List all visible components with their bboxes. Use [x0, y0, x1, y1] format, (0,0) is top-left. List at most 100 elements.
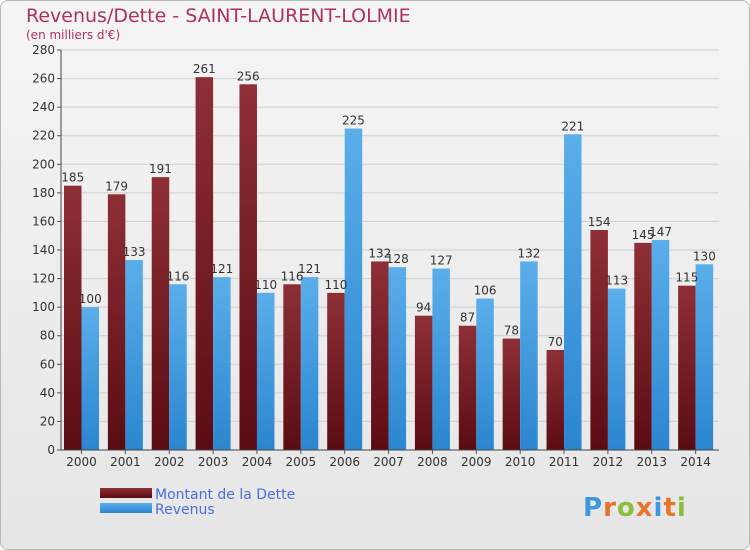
data-label-dette-2010: 78 [504, 324, 519, 338]
data-label-dette-2012: 154 [588, 215, 611, 229]
bar-dette-2005 [283, 284, 301, 450]
data-labels: 1851001791331911162611212561101161211102… [61, 62, 716, 349]
data-label-dette-2004: 256 [237, 69, 260, 83]
y-tick-label: 20 [40, 414, 55, 428]
y-tick-label: 240 [32, 100, 55, 114]
x-tick-label-2000: 2000 [66, 455, 97, 469]
bar-revenus-2005 [300, 277, 319, 450]
bar-dette-2004 [239, 84, 257, 451]
legend-label-debt: Montant de la Dette [155, 487, 295, 503]
y-tick-label: 60 [40, 357, 55, 371]
data-label-revenus-2012: 113 [605, 274, 628, 288]
legend: Montant de la Dette Revenus [100, 487, 295, 518]
y-tick-label: 0 [47, 443, 55, 457]
y-tick-label: 80 [40, 329, 55, 343]
x-tick-label-2012: 2012 [593, 455, 624, 469]
bar-revenus-2013 [651, 240, 670, 450]
x-tick-label-2009: 2009 [461, 455, 492, 469]
bar-revenus-2009 [476, 298, 494, 450]
x-tick-label-2004: 2004 [242, 455, 273, 469]
bar-revenus-2011 [564, 134, 582, 451]
y-tick-label: 220 [32, 129, 55, 143]
data-label-dette-2008: 94 [416, 301, 431, 315]
bar-dette-2001 [107, 194, 126, 450]
x-tick-label-2014: 2014 [680, 455, 711, 469]
axes [60, 50, 719, 451]
data-label-dette-2013: 145 [632, 228, 655, 242]
data-label-revenus-2006: 225 [342, 114, 365, 128]
bar-revenus-2003 [213, 277, 231, 450]
data-label-revenus-2010: 132 [517, 246, 540, 260]
bar-revenus-2014 [695, 264, 714, 450]
bar-dette-2008 [414, 315, 433, 450]
bars [64, 77, 714, 451]
data-label-revenus-2009: 106 [474, 284, 497, 298]
x-tick-label-2003: 2003 [198, 455, 229, 469]
data-label-dette-2002: 191 [149, 162, 172, 176]
bar-dette-2013 [634, 242, 652, 450]
x-tick-label-2007: 2007 [373, 455, 404, 469]
bar-revenus-2008 [432, 268, 450, 450]
data-label-dette-2000: 185 [61, 171, 84, 185]
data-label-revenus-2000: 100 [79, 292, 102, 306]
x-tick-label-2002: 2002 [154, 455, 185, 469]
y-tick-label: 160 [32, 214, 55, 228]
y-tick-label: 120 [32, 272, 55, 286]
data-label-dette-2001: 179 [105, 179, 128, 193]
x-axis-ticks: 2000 2001 2002 2003 2004 2005 2006 2007 2008 2009… [66, 450, 711, 469]
bar-dette-2009 [458, 325, 477, 450]
y-tick-label: 40 [40, 386, 55, 400]
proxiti-logo: Proxiti [583, 493, 687, 523]
svg-text:Proxiti: Proxiti [583, 493, 687, 523]
chart-title: Revenus/Dette - SAINT-LAURENT-LOLMIE [26, 5, 411, 27]
bar-dette-2003 [195, 77, 214, 451]
bar-dette-2014 [678, 285, 696, 450]
bar-dette-2012 [590, 230, 608, 450]
data-label-revenus-2003: 121 [210, 262, 233, 276]
data-label-dette-2007: 132 [368, 246, 391, 260]
data-label-revenus-2007: 128 [386, 252, 409, 266]
data-label-dette-2014: 115 [675, 271, 698, 285]
y-tick-label: 280 [32, 43, 55, 57]
data-label-revenus-2005: 121 [298, 262, 321, 276]
y-tick-label: 260 [32, 72, 55, 86]
data-label-dette-2005: 116 [281, 269, 304, 283]
bar-revenus-2004 [256, 292, 275, 450]
bar-revenus-2001 [125, 260, 143, 450]
data-label-revenus-2004: 110 [254, 278, 277, 292]
data-label-dette-2006: 110 [324, 278, 347, 292]
bar-revenus-2000 [81, 307, 99, 450]
data-label-revenus-2002: 116 [167, 269, 190, 283]
y-tick-label: 200 [32, 157, 55, 171]
bar-dette-2007 [371, 261, 389, 450]
x-tick-label-2008: 2008 [417, 455, 448, 469]
x-tick-label-2005: 2005 [286, 455, 317, 469]
y-tick-label: 100 [32, 300, 55, 314]
y-tick-label: 180 [32, 186, 55, 200]
legend-swatch-revenus [100, 503, 152, 513]
legend-label-revenus: Revenus [155, 502, 215, 518]
bar-revenus-2012 [607, 288, 626, 450]
chart-subtitle: (en milliers d'€) [26, 28, 120, 42]
x-tick-label-2001: 2001 [110, 455, 141, 469]
bar-dette-2011 [546, 350, 565, 450]
bar-revenus-2007 [388, 267, 407, 450]
data-label-revenus-2011: 221 [561, 119, 584, 133]
y-axis-ticks: 0 20 40 60 80 100 120 140 160 180 200 220 240 260 280 [32, 43, 61, 457]
x-tick-label-2010: 2010 [505, 455, 536, 469]
x-tick-label-2006: 2006 [329, 455, 360, 469]
bar-dette-2002 [151, 177, 170, 450]
bar-dette-2000 [64, 185, 82, 450]
bar-dette-2010 [502, 338, 521, 450]
legend-swatch-debt [100, 488, 152, 498]
bar-revenus-2010 [520, 261, 538, 450]
data-label-dette-2011: 70 [548, 335, 563, 349]
y-tick-label: 140 [32, 243, 55, 257]
data-label-dette-2003: 261 [193, 62, 216, 76]
bar-revenus-2006 [344, 128, 363, 451]
data-label-revenus-2013: 147 [649, 225, 672, 239]
bar-revenus-2002 [169, 284, 187, 450]
x-tick-label-2011: 2011 [549, 455, 580, 469]
data-label-dette-2009: 87 [460, 311, 475, 325]
